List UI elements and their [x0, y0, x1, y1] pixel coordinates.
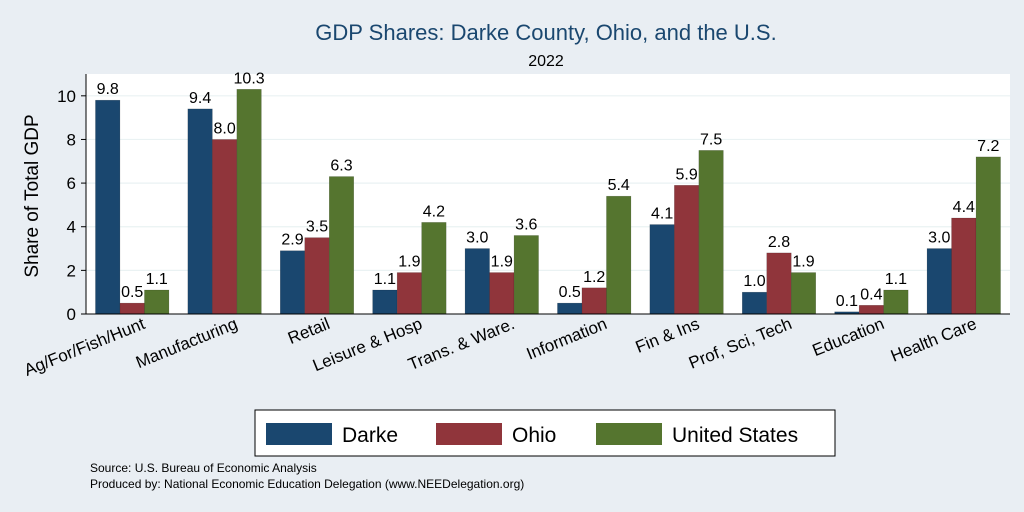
- bar-darke: [742, 291, 767, 315]
- bar-united-states: [329, 176, 354, 315]
- value-label: 0.5: [559, 284, 581, 301]
- x-tick-label: Fin & Ins: [633, 314, 702, 357]
- bar-darke: [464, 248, 490, 315]
- value-label: 5.9: [675, 166, 697, 183]
- legend: Darke Ohio United States: [254, 409, 836, 457]
- legend-label: Darke: [342, 424, 398, 447]
- bar-ohio: [304, 237, 330, 315]
- bar-ohio: [212, 139, 238, 315]
- bar-united-states: [791, 272, 816, 315]
- value-label: 1.9: [792, 254, 814, 271]
- bar-ohio: [766, 252, 792, 315]
- value-label: 7.5: [700, 131, 722, 148]
- value-label: 6.3: [330, 158, 352, 175]
- y-tick-label: 0: [67, 305, 76, 324]
- value-label: 4.1: [651, 206, 673, 223]
- bar-ohio: [581, 287, 607, 315]
- value-label: 1.0: [743, 273, 765, 290]
- value-label: 7.2: [977, 138, 999, 155]
- value-label: 9.8: [97, 81, 119, 98]
- legend-label: Ohio: [512, 424, 556, 447]
- source-note: Source: U.S. Bureau of Economic Analysis: [90, 461, 317, 475]
- value-label: 8.0: [213, 120, 235, 137]
- bar-darke: [95, 99, 121, 315]
- value-label: 1.1: [146, 271, 168, 288]
- value-label: 1.9: [398, 254, 420, 271]
- legend-swatch-united-states: [596, 423, 662, 445]
- value-label: 1.9: [491, 254, 513, 271]
- legend-swatch-darke: [266, 423, 332, 445]
- bar-darke: [926, 248, 952, 315]
- value-label: 1.1: [885, 271, 907, 288]
- value-label: 3.5: [306, 219, 328, 236]
- bar-united-states: [421, 222, 447, 315]
- x-tick-label: Trans. & Ware.: [405, 314, 517, 374]
- bar-ohio: [858, 305, 884, 315]
- bar-ohio: [489, 272, 515, 315]
- bars-layer: [95, 89, 1001, 315]
- y-tick-label: 2: [67, 261, 76, 280]
- x-tick-label: Retail: [285, 314, 332, 348]
- value-label: 1.1: [374, 271, 396, 288]
- x-tick-label: Health Care: [888, 314, 979, 366]
- value-label: 0.5: [121, 284, 143, 301]
- legend-label: United States: [672, 424, 798, 447]
- bar-united-states: [975, 156, 1001, 315]
- bar-united-states: [513, 235, 539, 315]
- y-tick-label: 8: [67, 130, 76, 149]
- y-tick-label: 6: [67, 174, 76, 193]
- value-label: 9.4: [189, 90, 211, 107]
- value-label: 1.2: [583, 269, 605, 286]
- bar-united-states: [236, 89, 262, 315]
- bar-ohio: [951, 217, 977, 315]
- x-tick-label: Prof, Sci, Tech: [686, 314, 794, 373]
- value-label: 4.2: [423, 203, 445, 220]
- produced-by-note: Produced by: National Economic Education…: [90, 477, 524, 491]
- value-label: 2.9: [281, 232, 303, 249]
- bar-united-states: [606, 195, 632, 315]
- value-label: 4.4: [953, 199, 975, 216]
- chart-subtitle: 2022: [528, 53, 564, 70]
- bar-ohio: [396, 272, 422, 315]
- bar-darke: [557, 302, 583, 315]
- bar-darke: [187, 108, 213, 315]
- y-tick-label: 4: [67, 218, 76, 237]
- bar-darke: [649, 224, 675, 315]
- bar-darke: [280, 250, 305, 315]
- chart-title: GDP Shares: Darke County, Ohio, and the …: [315, 20, 776, 45]
- value-labels-layer: 9.80.51.19.48.010.32.93.56.31.11.94.23.0…: [97, 70, 1000, 310]
- y-tick-label: 10: [57, 87, 76, 106]
- x-tick-label: Information: [524, 314, 610, 363]
- bar-ohio: [674, 185, 700, 315]
- value-label: 2.8: [768, 234, 790, 251]
- value-label: 10.3: [234, 70, 265, 87]
- value-label: 3.0: [928, 230, 950, 247]
- x-tick-label: Education: [810, 314, 887, 360]
- value-label: 3.6: [515, 216, 537, 233]
- legend-swatch-ohio: [436, 423, 502, 445]
- y-axis-label: Share of Total GDP: [22, 114, 43, 277]
- bar-darke: [372, 289, 398, 315]
- bar-ohio: [119, 302, 145, 315]
- value-label: 0.4: [860, 286, 882, 303]
- legend-box: [254, 409, 836, 457]
- x-tick-label: Ag/For/Fish/Hunt: [21, 314, 148, 380]
- bar-united-states: [144, 289, 170, 315]
- bar-united-states: [698, 150, 724, 315]
- value-label: 0.1: [836, 293, 858, 310]
- bar-united-states: [883, 289, 909, 315]
- x-tick-label: Manufacturing: [133, 314, 240, 372]
- value-label: 5.4: [608, 177, 630, 194]
- value-label: 3.0: [466, 230, 488, 247]
